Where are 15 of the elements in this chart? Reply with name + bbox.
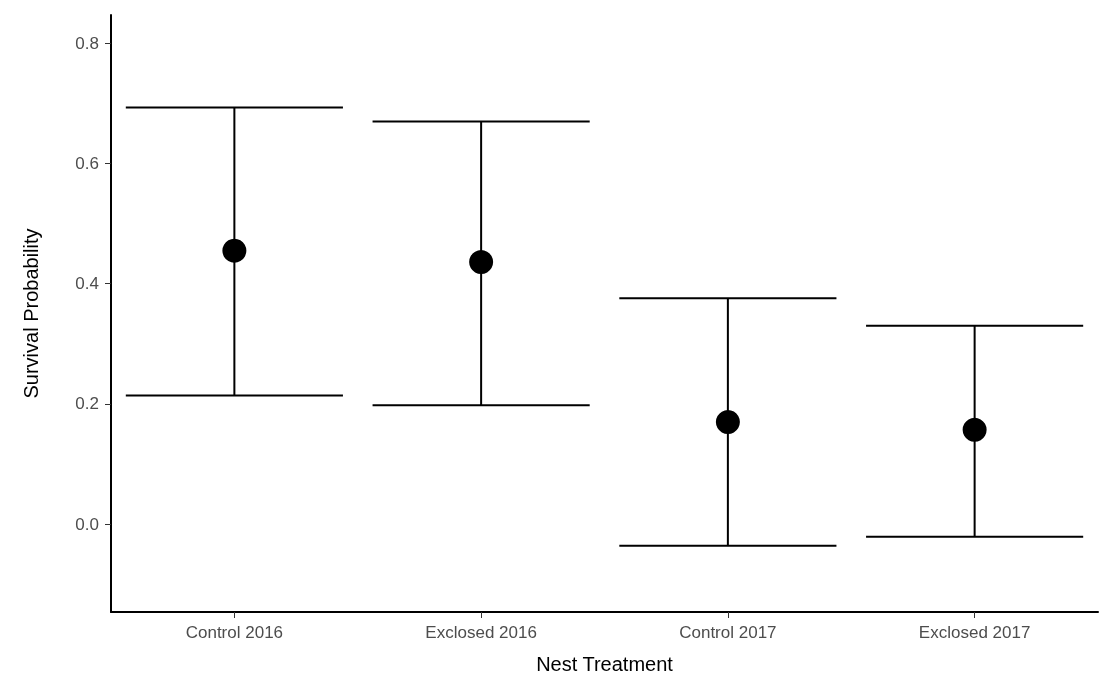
x-tick-label: Exclosed 2016 — [425, 623, 537, 642]
x-tick-label: Exclosed 2017 — [918, 623, 1031, 642]
x-tick-label: Control 2016 — [185, 623, 284, 642]
y-axis-title: Survival Probability — [20, 228, 42, 399]
y-tick-label: 0.4 — [75, 274, 99, 294]
x-tick-label: Control 2017 — [679, 623, 777, 642]
point — [222, 238, 247, 263]
y-tick-label: 0.8 — [75, 33, 99, 53]
point — [469, 250, 494, 275]
y-tick-label: 0.0 — [75, 514, 99, 534]
point — [962, 417, 987, 442]
y-tick-label: 0.2 — [75, 394, 99, 414]
x-axis-title: Nest Treatment — [536, 653, 674, 675]
point — [715, 410, 740, 435]
y-tick-label: 0.6 — [75, 154, 99, 173]
